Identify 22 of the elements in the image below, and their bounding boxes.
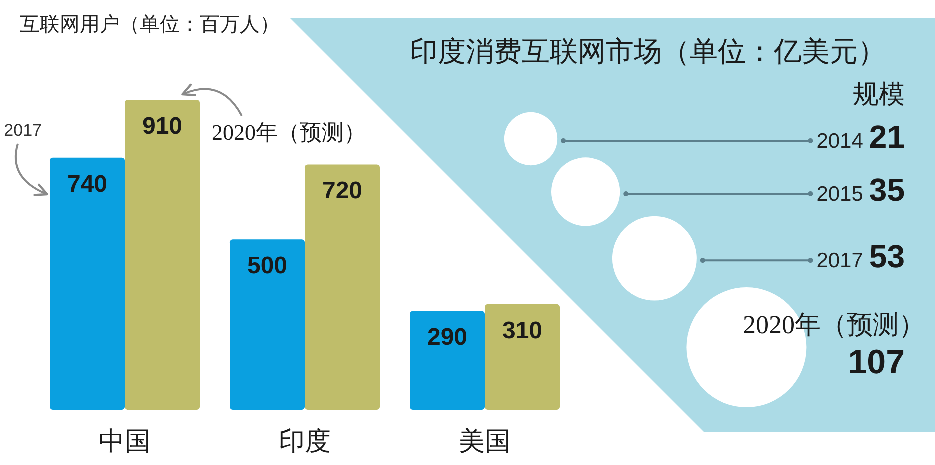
data-label: 290 (427, 324, 468, 352)
data-label: 740 (67, 170, 108, 198)
x-tick-label: 中国 (99, 427, 151, 456)
data-label: 53 (869, 238, 905, 275)
category-label: 2017 (816, 250, 864, 273)
subtitle: 规模 (853, 80, 905, 109)
data-label: 310 (502, 317, 543, 344)
series-label: 2020年（预测） (212, 120, 366, 145)
category-label: 2020年（预测） (743, 310, 925, 340)
data-label: 107 (848, 344, 905, 382)
data-label: 21 (869, 119, 905, 155)
data-label: 35 (869, 172, 905, 208)
data-label: 720 (322, 178, 363, 205)
chart-title: 印度消费互联网市场（单位：亿美元） (410, 37, 886, 68)
category-label: 2015 (816, 182, 864, 206)
chart-title: 互联网用户（单位：百万人） (20, 14, 280, 36)
series-label: 2017 (4, 120, 42, 140)
data-label: 910 (142, 113, 183, 140)
category-label: 2014 (816, 130, 864, 153)
data-label: 500 (247, 252, 288, 280)
x-tick-label: 印度 (279, 427, 331, 456)
x-tick-label: 美国 (459, 427, 511, 456)
